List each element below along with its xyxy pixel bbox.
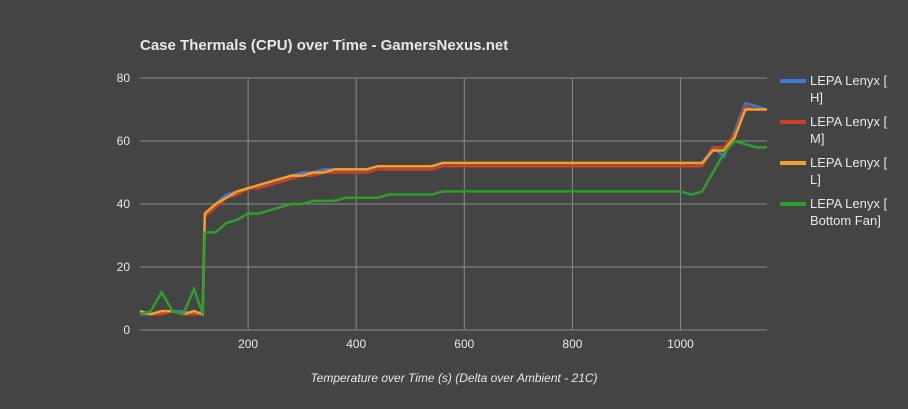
legend-item: LEPA Lenyx [ M] bbox=[780, 113, 900, 147]
series-line bbox=[140, 101, 768, 316]
x-axis-label: Temperature over Time (s) (Delta over Am… bbox=[310, 371, 597, 385]
y-tick-label: 20 bbox=[117, 260, 131, 274]
y-tick-label: 60 bbox=[117, 134, 131, 148]
legend-swatch bbox=[780, 120, 806, 124]
legend-label: LEPA Lenyx [ Bottom Fan] bbox=[810, 196, 888, 228]
series-line bbox=[139, 139, 767, 316]
legend-swatch bbox=[780, 161, 806, 165]
chart-title: Case Thermals (CPU) over Time - GamersNe… bbox=[140, 37, 508, 54]
x-tick-label: 1000 bbox=[667, 337, 694, 351]
y-tick-label: 80 bbox=[117, 71, 131, 85]
y-tick-label: 40 bbox=[117, 197, 131, 211]
legend-swatch bbox=[780, 202, 806, 206]
x-tick-label: 200 bbox=[238, 337, 258, 351]
series-line bbox=[139, 108, 767, 317]
legend-label: LEPA Lenyx [ M] bbox=[810, 114, 888, 146]
legend-item: LEPA Lenyx [ H] bbox=[780, 72, 900, 106]
x-tick-label: 800 bbox=[562, 337, 582, 351]
x-tick-label: 600 bbox=[454, 337, 474, 351]
legend: LEPA Lenyx [ H] LEPA Lenyx [ M] LEPA Lenyx… bbox=[780, 72, 900, 236]
legend-label: LEPA Lenyx [ H] bbox=[810, 73, 888, 105]
legend-swatch bbox=[780, 79, 806, 83]
legend-item: LEPA Lenyx [ L] bbox=[780, 154, 900, 188]
x-tick-label: 400 bbox=[346, 337, 366, 351]
y-tick-label: 0 bbox=[123, 323, 130, 337]
legend-label: LEPA Lenyx [ L] bbox=[810, 155, 888, 187]
legend-item: LEPA Lenyx [ Bottom Fan] bbox=[780, 195, 900, 229]
series-line bbox=[139, 104, 767, 316]
